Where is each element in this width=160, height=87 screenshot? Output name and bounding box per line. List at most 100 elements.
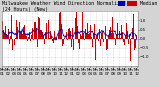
Bar xyxy=(30,39,31,41)
Bar xyxy=(19,22,20,39)
Bar xyxy=(28,37,29,39)
Bar xyxy=(128,39,129,44)
Bar xyxy=(103,39,104,42)
Bar xyxy=(92,39,93,47)
Bar xyxy=(89,33,90,39)
Bar xyxy=(112,17,113,39)
Bar xyxy=(97,33,98,39)
Bar xyxy=(56,37,57,39)
Bar xyxy=(14,39,15,45)
Bar xyxy=(16,20,17,39)
Bar xyxy=(136,35,137,39)
Bar xyxy=(111,33,112,39)
Bar xyxy=(78,39,79,43)
Bar xyxy=(122,32,123,39)
Bar xyxy=(25,34,26,39)
Bar xyxy=(120,12,121,39)
Bar xyxy=(125,35,126,39)
Bar xyxy=(58,33,59,39)
Bar xyxy=(64,38,65,39)
Bar xyxy=(114,38,115,39)
Bar xyxy=(26,36,27,39)
Bar xyxy=(11,15,12,39)
Bar xyxy=(71,32,72,39)
Bar xyxy=(49,38,50,39)
Bar xyxy=(52,39,53,41)
Bar xyxy=(118,38,119,39)
Bar xyxy=(124,39,125,45)
Bar xyxy=(53,39,54,43)
Bar xyxy=(32,27,33,39)
Bar xyxy=(2,21,3,39)
Bar xyxy=(33,39,34,40)
Bar xyxy=(21,31,22,39)
Bar xyxy=(48,20,49,39)
Bar xyxy=(109,30,110,39)
Bar xyxy=(85,29,86,39)
Bar xyxy=(55,37,56,39)
Bar xyxy=(15,38,16,39)
Bar xyxy=(121,25,122,39)
Bar xyxy=(93,33,94,39)
Bar xyxy=(115,39,116,45)
Bar xyxy=(84,39,85,40)
Bar xyxy=(83,38,84,39)
Bar xyxy=(90,25,91,39)
Bar xyxy=(62,39,63,40)
Bar xyxy=(42,32,43,39)
Bar xyxy=(67,39,68,40)
Bar xyxy=(17,27,18,39)
Bar xyxy=(9,39,10,44)
Bar xyxy=(39,18,40,39)
Bar xyxy=(108,35,109,39)
Bar xyxy=(80,34,81,39)
Bar xyxy=(86,33,87,39)
Bar xyxy=(123,39,124,42)
Bar xyxy=(8,32,9,39)
Bar xyxy=(107,37,108,39)
Bar xyxy=(101,33,102,39)
Bar xyxy=(54,31,55,39)
Bar xyxy=(87,23,88,39)
Bar xyxy=(27,39,28,41)
Bar xyxy=(79,39,80,49)
Bar xyxy=(129,34,130,39)
Bar xyxy=(72,28,73,39)
Bar xyxy=(130,39,131,61)
Bar xyxy=(5,26,6,39)
Bar xyxy=(96,35,97,39)
Bar xyxy=(77,26,78,39)
Bar xyxy=(4,33,5,39)
Bar xyxy=(81,36,82,39)
Bar xyxy=(37,39,38,47)
Bar xyxy=(31,35,32,39)
Bar xyxy=(135,39,136,48)
Bar xyxy=(22,34,23,39)
Bar xyxy=(105,26,106,39)
Bar xyxy=(59,16,60,39)
Bar xyxy=(73,39,74,50)
Bar xyxy=(76,12,77,39)
Bar xyxy=(68,29,69,39)
Bar xyxy=(133,14,134,39)
Bar xyxy=(29,23,30,39)
Bar xyxy=(95,22,96,39)
Bar xyxy=(88,34,89,39)
Bar xyxy=(45,32,46,39)
Bar xyxy=(35,22,36,39)
Bar xyxy=(34,22,35,39)
Bar xyxy=(75,18,76,39)
Bar xyxy=(66,32,67,39)
Bar xyxy=(119,31,120,39)
Bar xyxy=(82,12,83,39)
Bar xyxy=(40,30,41,39)
Bar xyxy=(100,39,101,46)
Bar xyxy=(44,39,45,44)
Bar xyxy=(24,25,25,39)
Bar xyxy=(38,17,39,39)
Bar xyxy=(117,23,118,39)
Bar xyxy=(51,36,52,39)
Bar xyxy=(127,31,128,39)
Text: Milwaukee Weather Wind Direction Normalized and Median (24 Hours) (New): Milwaukee Weather Wind Direction Normali… xyxy=(2,1,157,12)
Bar xyxy=(131,38,132,39)
